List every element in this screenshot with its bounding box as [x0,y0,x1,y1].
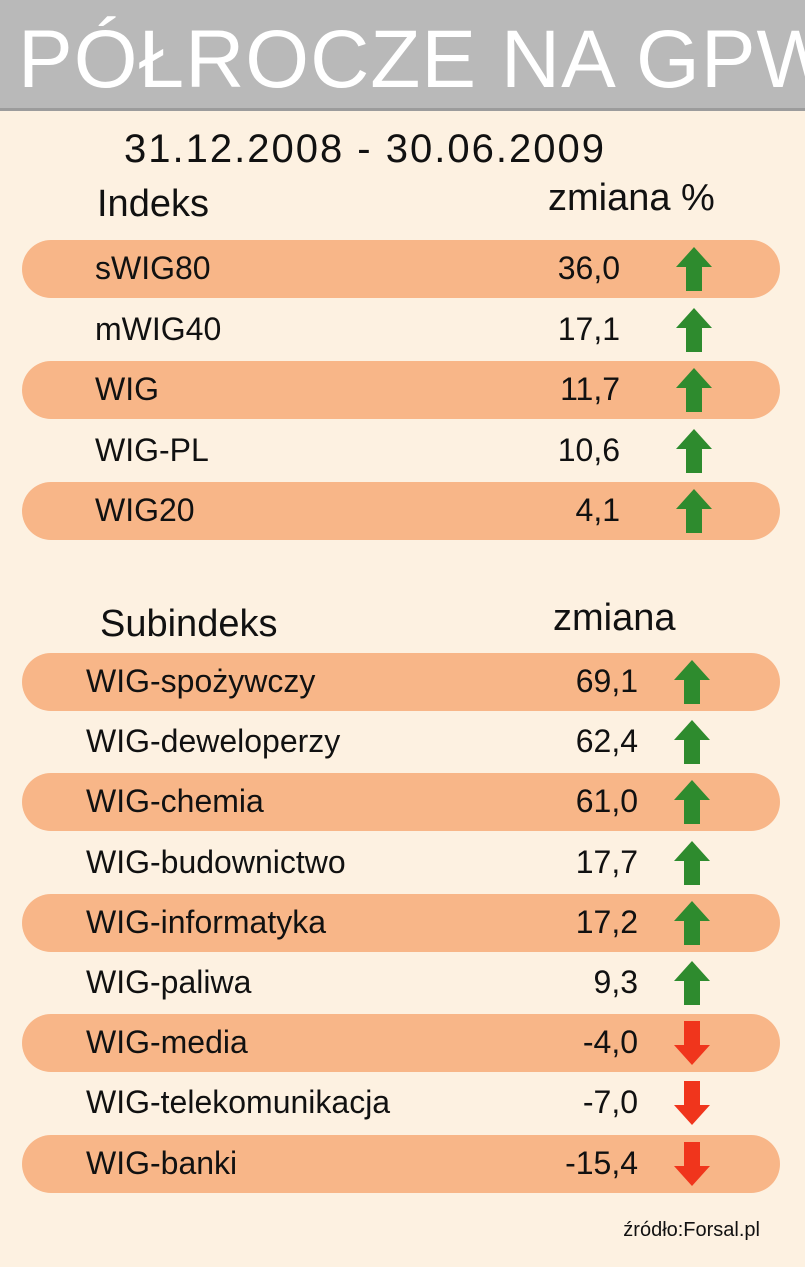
table-row: sWIG80 36,0 [22,240,780,298]
row-value: 11,7 [560,371,620,407]
table-row: WIG-telekomunikacja -7,0 [22,1074,780,1132]
table-row: WIG-chemia 61,0 [22,773,780,832]
row-value: 4,1 [575,492,620,528]
row-value: 17,2 [575,903,638,940]
table-row: WIG20 4,1 [22,482,780,540]
arrow-up-icon [672,658,712,706]
arrow-up-icon [672,718,712,766]
table-row: WIG-budownictwo 17,7 [22,834,780,892]
table-row: WIG 11,7 [22,361,780,419]
arrow-up-icon [672,959,712,1007]
index-header: Indeks [97,183,209,225]
row-name: WIG-informatyka [86,903,327,940]
row-name: WIG-chemia [86,783,264,820]
table-row: WIG-media -4,0 [22,1014,780,1073]
arrow-up-icon [674,487,714,535]
arrow-up-icon [674,306,714,354]
row-name: WIG-paliwa [86,964,252,1000]
row-name: WIG-media [86,1024,248,1061]
source-label: źródło:Forsal.pl [623,1219,760,1241]
row-name: sWIG80 [95,250,211,286]
row-value: -15,4 [565,1144,638,1181]
arrow-up-icon [672,778,712,826]
arrow-up-icon [674,245,714,293]
row-value: -4,0 [582,1024,638,1061]
row-name: WIG-deweloperzy [86,723,341,760]
title-bar: PÓŁROCZE NA GPW [0,0,805,111]
row-value: 9,3 [593,964,638,1000]
row-name: WIG20 [95,492,195,528]
period-label: 31.12.2008 - 30.06.2009 [124,127,606,171]
subindex-value-header: zmiana [553,597,676,639]
row-value: 61,0 [575,783,638,820]
arrow-up-icon [674,366,714,414]
index-value-header: zmiana % [548,177,715,219]
arrow-down-icon [672,1019,712,1067]
row-value: 17,1 [557,310,620,347]
row-name: mWIG40 [95,310,222,347]
row-name: WIG [95,371,159,407]
subindex-header: Subindeks [100,603,278,645]
row-name: WIG-budownictwo [86,843,346,880]
row-value: 62,4 [575,723,638,760]
table-row: WIG-spożywczy 69,1 [22,653,780,711]
row-value: -7,0 [582,1084,638,1121]
table-row: WIG-deweloperzy 62,4 [22,713,780,771]
arrow-down-icon [672,1079,712,1127]
table-row: WIG-PL 10,6 [22,422,780,480]
row-value: 69,1 [575,663,638,699]
row-value: 36,0 [557,250,620,286]
row-value: 10,6 [557,431,620,468]
arrow-up-icon [672,899,712,947]
row-name: WIG-spożywczy [86,663,316,699]
table-row: WIG-paliwa 9,3 [22,954,780,1012]
table-row: WIG-informatyka 17,2 [22,893,780,952]
arrow-up-icon [672,839,712,887]
table-row: WIG-banki -15,4 [22,1134,780,1193]
page-title: PÓŁROCZE NA GPW [18,14,805,105]
arrow-down-icon [672,1140,712,1188]
row-value: 17,7 [575,843,638,880]
table-row: mWIG40 17,1 [22,301,780,359]
row-name: WIG-telekomunikacja [86,1084,391,1121]
arrow-up-icon [674,427,714,475]
row-name: WIG-banki [86,1144,238,1181]
row-name: WIG-PL [95,431,209,468]
